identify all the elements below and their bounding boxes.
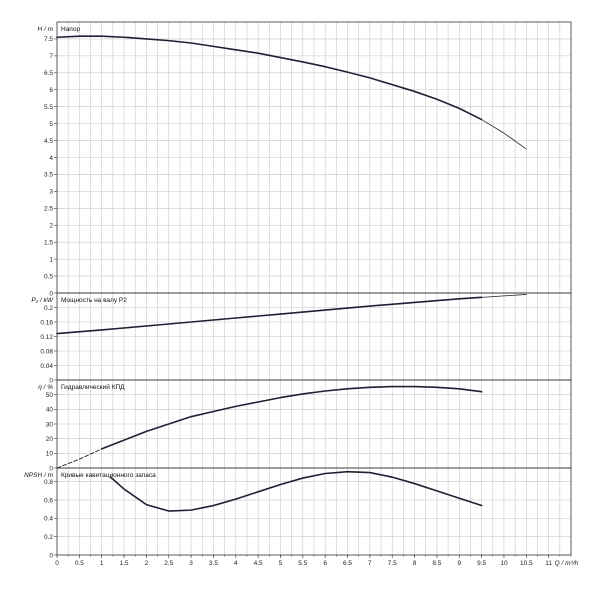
x-tick-label: 3.5 xyxy=(209,560,218,567)
x-tick-label: 8.5 xyxy=(432,560,441,567)
y-tick-label: 0 xyxy=(49,552,53,559)
y-tick-label: 7.5 xyxy=(44,36,53,43)
y-axis-label: NPSH / m xyxy=(24,472,53,479)
x-tick-label: 2.5 xyxy=(164,560,173,567)
x-tick-label: 6 xyxy=(323,560,327,567)
y-tick-label: 0.2 xyxy=(44,305,53,312)
y-tick-label: 2 xyxy=(49,223,53,230)
x-tick-label: 6.5 xyxy=(343,560,352,567)
x-tick-label: 3 xyxy=(189,560,193,567)
y-tick-label: 0.6 xyxy=(44,497,53,504)
grid xyxy=(54,21,572,558)
y-tick-label: 0.08 xyxy=(40,348,53,355)
x-tick-label: 5 xyxy=(279,560,283,567)
y-tick-label: 4 xyxy=(49,155,53,162)
x-tick-label: 9 xyxy=(457,560,461,567)
panel-title: Гидравлический КПД xyxy=(61,383,125,391)
power-curve xyxy=(56,296,483,335)
y-tick-label: 3 xyxy=(49,189,53,196)
curves xyxy=(56,35,527,512)
y-tick-label: 4.5 xyxy=(44,138,53,145)
x-tick-label: 4.5 xyxy=(254,560,263,567)
x-tick-label: 9.5 xyxy=(477,560,486,567)
x-tick-label: 11 xyxy=(545,560,552,567)
y-tick-label: 50 xyxy=(46,392,54,399)
y-tick-label: 3.5 xyxy=(44,172,53,179)
x-tick-label: 8 xyxy=(413,560,417,567)
y-tick-label: 0 xyxy=(49,465,53,472)
x-tick-label: 10.5 xyxy=(520,560,533,567)
y-axis-label: P₂ / kW xyxy=(31,297,53,304)
x-tick-label: 10 xyxy=(500,560,508,567)
x-tick-label: 5.5 xyxy=(298,560,307,567)
y-tick-label: 6.5 xyxy=(44,70,53,77)
y-tick-label: 2.5 xyxy=(44,206,53,213)
x-tick-label: 0 xyxy=(55,560,59,567)
y-tick-label: 0 xyxy=(49,377,53,384)
y-tick-label: 0.4 xyxy=(44,516,53,523)
y-tick-label: 0.8 xyxy=(44,479,53,486)
x-tick-label: 0.5 xyxy=(75,560,84,567)
y-tick-label: 0.12 xyxy=(40,334,53,341)
panel-title: Напор xyxy=(61,26,80,33)
panel-title: Мощность на валу P2 xyxy=(61,297,127,304)
y-tick-label: 40 xyxy=(46,407,54,414)
x-tick-label: 2 xyxy=(145,560,149,567)
x-tick-label: 1 xyxy=(100,560,104,567)
y-tick-label: 0.04 xyxy=(40,363,53,370)
x-tick-label: 7.5 xyxy=(388,560,397,567)
y-tick-label: 1.5 xyxy=(44,239,53,246)
x-tick-label: 4 xyxy=(234,560,238,567)
efficiency-curve xyxy=(56,448,103,469)
y-tick-label: 5 xyxy=(49,121,53,128)
x-tick-label: 1.5 xyxy=(120,560,129,567)
y-axis-label: η / % xyxy=(38,384,53,391)
y-tick-label: 20 xyxy=(46,436,54,443)
labels: 0 0.5 1 1.5 2 2.5 3 3.5 4 4.5 5 5.5 6 6.5 7 7.5 H / m Нап… xyxy=(24,26,578,567)
y-tick-label: 6 xyxy=(49,87,53,94)
y-tick-label: 30 xyxy=(46,421,54,428)
efficiency-curve xyxy=(100,385,483,450)
npsh-curve xyxy=(109,470,483,512)
panel-title: Кривые кавитационного запаса xyxy=(61,472,156,479)
x-tick-label: 7 xyxy=(368,560,372,567)
y-tick-label: 0.2 xyxy=(44,534,53,541)
y-tick-label: 5.5 xyxy=(44,104,53,111)
y-tick-label: 7 xyxy=(49,53,53,60)
head-curve xyxy=(56,35,483,121)
y-tick-label: 0.5 xyxy=(44,273,53,280)
y-tick-label: 1 xyxy=(49,256,53,263)
power-curve xyxy=(481,294,527,298)
y-tick-label: 10 xyxy=(46,451,54,458)
y-tick-label: 0 xyxy=(49,290,53,297)
x-axis-label: Q / m³/h xyxy=(555,560,579,567)
head-curve xyxy=(481,119,527,150)
y-axis-label: H / m xyxy=(37,26,53,33)
y-tick-label: 0.16 xyxy=(40,319,53,326)
